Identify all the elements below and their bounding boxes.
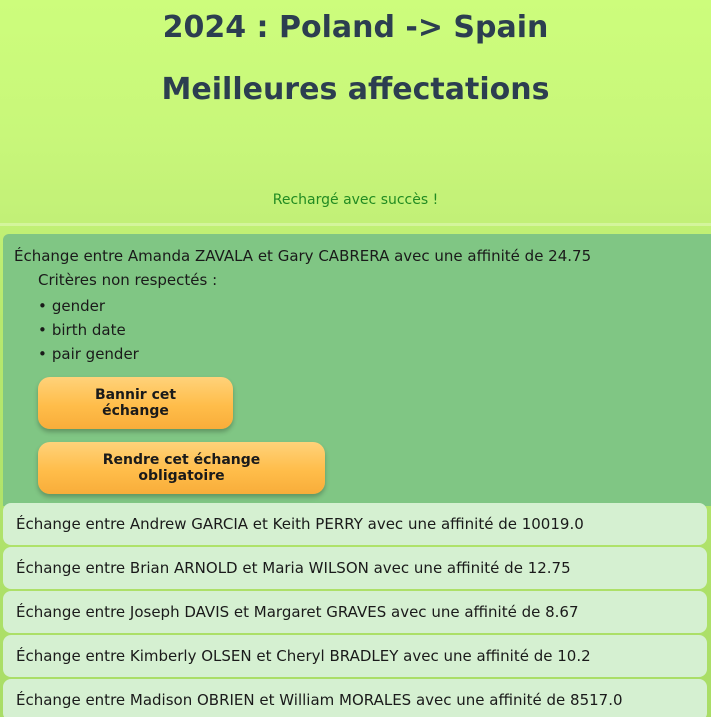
exchange-row[interactable]: Échange entre Andrew GARCIA et Keith PER…	[3, 503, 707, 545]
criteria-list: gender birth date pair gender	[38, 294, 139, 366]
page-title: 2024 : Poland -> Spain	[162, 10, 549, 45]
ban-exchange-button[interactable]: Bannir cet échange	[38, 377, 233, 429]
criteria-item: gender	[38, 294, 139, 318]
exchange-row[interactable]: Échange entre Kimberly OLSEN et Cheryl B…	[3, 635, 707, 677]
page-header: 2024 : Poland -> Spain Meilleures affect…	[0, 0, 711, 226]
page-subtitle: Meilleures affectations	[161, 72, 550, 107]
force-exchange-button[interactable]: Rendre cet échange obligatoire	[38, 442, 325, 494]
exchange-row[interactable]: Échange entre Joseph DAVIS et Margaret G…	[3, 591, 707, 633]
selected-exchange-text: Échange entre Amanda ZAVALA et Gary CABR…	[14, 247, 592, 265]
criteria-item: pair gender	[38, 342, 139, 366]
exchange-row[interactable]: Échange entre Madison OBRIEN et William …	[3, 679, 707, 717]
criteria-label: Critères non respectés :	[38, 271, 218, 289]
reload-status-message: Rechargé avec succès !	[272, 192, 439, 208]
criteria-item: birth date	[38, 318, 139, 342]
exchange-row[interactable]: Échange entre Brian ARNOLD et Maria WILS…	[3, 547, 707, 589]
selected-exchange-card[interactable]: Échange entre Amanda ZAVALA et Gary CABR…	[3, 234, 711, 506]
